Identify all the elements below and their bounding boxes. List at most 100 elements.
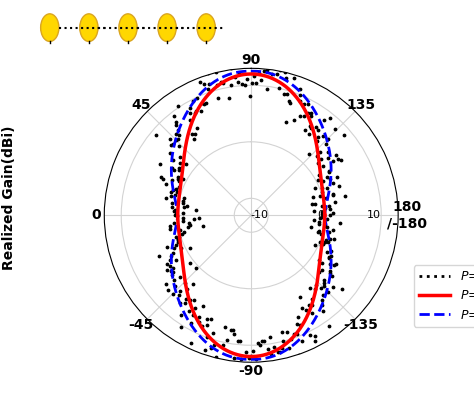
Point [338, 285, 346, 292]
Point [177, 324, 185, 330]
Point [325, 323, 333, 329]
Point [294, 321, 301, 327]
Point [319, 185, 326, 192]
Point [329, 192, 337, 198]
Point [219, 79, 227, 86]
Text: -10: -10 [250, 210, 268, 220]
Point [302, 307, 310, 313]
Text: 45: 45 [132, 98, 151, 113]
Point [230, 355, 237, 361]
Point [296, 92, 304, 98]
Point [313, 282, 320, 288]
Point [190, 216, 197, 222]
Point [171, 220, 178, 226]
Point [311, 286, 319, 292]
Point [208, 316, 215, 322]
Point [203, 316, 211, 322]
Point [319, 177, 327, 184]
Point [162, 281, 170, 287]
Point [312, 124, 319, 131]
Point [290, 75, 298, 81]
Point [187, 320, 195, 326]
Point [315, 220, 322, 227]
Point [311, 338, 319, 344]
Point [169, 269, 176, 275]
Point [311, 333, 319, 339]
Point [306, 123, 313, 130]
Point [256, 342, 264, 348]
Point [180, 198, 187, 204]
Point [198, 323, 206, 329]
Text: 10: 10 [367, 210, 381, 220]
Point [331, 199, 339, 205]
Point [178, 311, 185, 318]
Point [308, 201, 316, 207]
Point [214, 95, 222, 101]
Point [317, 156, 325, 163]
Point [186, 109, 194, 116]
Point [175, 165, 183, 171]
Point [319, 133, 327, 139]
Point [172, 186, 180, 192]
Point [313, 137, 320, 144]
Point [190, 98, 197, 104]
Point [186, 117, 193, 123]
Point [308, 113, 315, 119]
Point [329, 284, 337, 290]
Point [254, 340, 262, 346]
Point [266, 333, 274, 340]
Point [320, 277, 328, 284]
Point [191, 131, 199, 137]
Point [163, 261, 171, 267]
Point [174, 103, 182, 109]
Point [204, 86, 212, 92]
Point [166, 136, 173, 142]
Point [205, 81, 213, 87]
Point [213, 82, 220, 88]
Point [169, 157, 176, 163]
Point [282, 118, 290, 125]
Point [316, 239, 324, 245]
Point [296, 322, 303, 328]
Point [263, 67, 271, 73]
Point [324, 149, 331, 155]
Point [193, 95, 201, 101]
Point [172, 257, 180, 263]
Point [324, 136, 332, 142]
Point [325, 229, 333, 235]
Point [173, 137, 180, 143]
Point [186, 260, 194, 266]
Point [305, 110, 312, 116]
Point [305, 302, 313, 308]
Point [180, 195, 188, 201]
Point [236, 338, 244, 344]
Point [325, 255, 332, 261]
Point [156, 161, 164, 167]
Point [176, 160, 183, 166]
Point [166, 150, 173, 156]
Point [311, 242, 319, 248]
Point [307, 224, 314, 230]
Point [308, 295, 316, 302]
Point [326, 261, 333, 267]
Point [326, 269, 334, 276]
Point [174, 127, 182, 134]
Point [311, 201, 319, 207]
Point [197, 108, 204, 114]
Point [319, 297, 326, 303]
Point [279, 338, 286, 344]
Point [175, 178, 182, 184]
Point [332, 151, 339, 158]
Point [199, 303, 207, 309]
Point [298, 338, 306, 344]
Point [296, 294, 304, 300]
Point [248, 80, 255, 87]
Point [167, 253, 175, 259]
Point [320, 283, 328, 289]
Point [230, 331, 238, 337]
Point [271, 344, 278, 350]
Point [180, 229, 187, 235]
Point [178, 245, 185, 251]
Point [171, 207, 179, 213]
Point [316, 171, 323, 178]
